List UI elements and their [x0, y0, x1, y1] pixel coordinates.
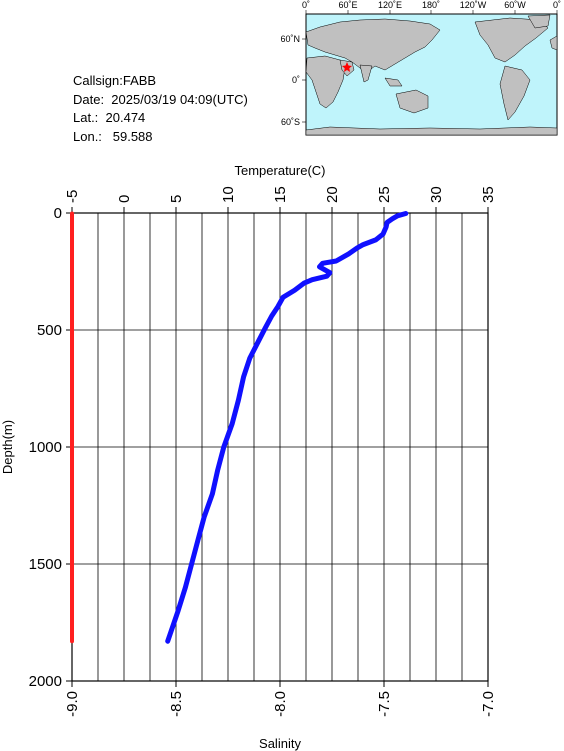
- chart-ticks: -5 0 5 10 15 20 25 30 35-9.0 -8.5 -8.0 -7.5 -7.00500…: [29, 186, 497, 717]
- depth-tick-label: 500: [37, 322, 62, 339]
- map-lon-label-2: 120˚E: [378, 0, 402, 10]
- map-lat-label-0: 60˚N: [280, 34, 300, 44]
- salinity-axis-title: Salinity: [259, 736, 301, 751]
- map-lon-label-0: 0˚: [302, 0, 310, 10]
- temperature-axis-title: Temperature(C): [234, 163, 325, 178]
- temperature-tick-label: 10: [220, 186, 237, 203]
- temperature-tick-label: 20: [324, 186, 341, 203]
- depth-tick-label: 1000: [29, 439, 62, 456]
- station-marker-icon: [342, 62, 352, 72]
- temperature-tick-label: 15: [272, 186, 289, 203]
- longitude-text: Lon.: 59.588: [73, 128, 153, 144]
- salinity-tick-label: -8.5: [168, 691, 185, 717]
- station-info: Callsign:FABB Date: 2025/03/19 04:09(UTC…: [73, 72, 248, 146]
- map-grid: [302, 10, 558, 123]
- map-lon-label-6: 0˚: [553, 0, 561, 10]
- map-lat-label-1: 0˚: [292, 75, 300, 85]
- map-land: [305, 14, 558, 136]
- depth-tick-label: 2000: [29, 673, 62, 690]
- temperature-profile-line: [165, 211, 409, 644]
- chart-series: [70, 211, 409, 644]
- temperature-tick-label: 35: [480, 186, 497, 203]
- map-lon-label-3: 180˚: [422, 0, 440, 10]
- map-lon-label-4: 120˚W: [460, 0, 487, 10]
- salinity-tick-label: -7.0: [480, 691, 497, 717]
- temperature-tick-label: 0: [116, 195, 133, 203]
- depth-tick-label: 0: [54, 205, 62, 222]
- depth-axis-title: Depth(m): [0, 420, 15, 474]
- temperature-tick-label: -5: [64, 190, 81, 203]
- salinity-tick-label: -9.0: [64, 691, 81, 717]
- salinity-tick-label: -7.5: [376, 691, 393, 717]
- temperature-tick-label: 25: [376, 186, 393, 203]
- callsign-text: Callsign:FABB: [73, 73, 157, 88]
- map-lon-label-1: 60˚E: [338, 0, 357, 10]
- date-text: Date: 2025/03/19 04:09(UTC): [73, 91, 248, 107]
- temperature-tick-label: 5: [168, 195, 185, 203]
- depth-tick-label: 1500: [29, 556, 62, 573]
- latitude-text: Lat.: 20.474: [73, 110, 146, 125]
- chart-grid: [71, 212, 489, 682]
- salinity-tick-label: -8.0: [272, 691, 289, 717]
- temperature-tick-label: 30: [428, 186, 445, 203]
- map-lon-label-5: 60˚W: [504, 0, 526, 10]
- map-lat-label-2: 60˚S: [281, 117, 300, 127]
